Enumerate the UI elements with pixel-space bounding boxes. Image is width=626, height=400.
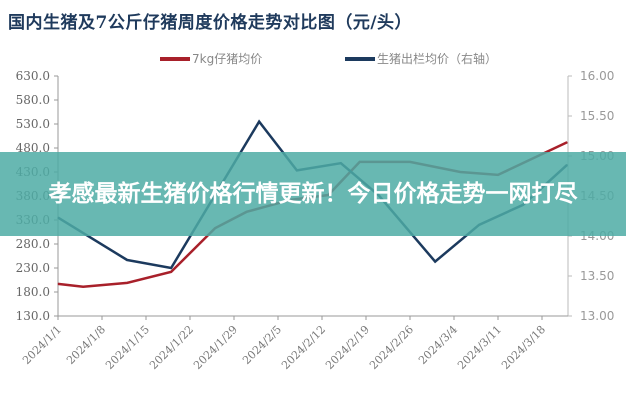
x-tick-label: 2024/2/5	[240, 323, 284, 367]
y-right-tick-label: 13.50	[580, 269, 614, 283]
y-left-tick-label: 580.0	[16, 93, 50, 107]
legend-label: 7kg仔猪均价	[192, 52, 262, 66]
x-tick-label: 2024/3/4	[416, 323, 460, 367]
data-point	[170, 267, 172, 269]
x-tick-label: 2024/3/11	[455, 323, 504, 372]
data-point	[126, 259, 128, 261]
y-left-tick-label: 480.0	[16, 141, 50, 155]
data-point	[258, 121, 260, 123]
data-point	[566, 141, 568, 143]
x-tick-label: 2024/2/12	[279, 323, 328, 372]
y-right-tick-label: 13.00	[580, 309, 614, 323]
y-left-tick-label: 530.0	[16, 117, 50, 131]
headline-text: 孝感最新生猪价格行情更新！今日价格走势一网打尽	[48, 181, 578, 207]
data-point	[434, 261, 436, 263]
headline-banner: 孝感最新生猪价格行情更新！今日价格走势一网打尽	[0, 152, 626, 236]
data-point	[170, 271, 172, 273]
x-tick-label: 2024/2/26	[367, 323, 416, 372]
x-tick-label: 2024/2/19	[323, 323, 372, 372]
y-left-tick-label: 280.0	[16, 237, 50, 251]
legend-label: 生猪出栏均价（右轴）	[377, 51, 497, 66]
x-tick-label: 2024/1/29	[191, 323, 240, 372]
x-tick-label: 2024/1/15	[103, 323, 152, 372]
y-left-tick-label: 130.0	[16, 309, 50, 323]
y-left-tick-label: 630.0	[16, 69, 50, 83]
y-right-tick-label: 15.50	[580, 109, 614, 123]
chart-title: 国内生猪及7公斤仔猪周度价格走势对比图（元/头）	[8, 13, 413, 33]
x-tick-label: 2024/3/18	[499, 323, 548, 372]
y-right-tick-label: 16.00	[580, 69, 614, 83]
x-tick-label: 2024/1/1	[20, 323, 64, 367]
data-point	[57, 283, 59, 285]
y-left-tick-label: 230.0	[16, 261, 50, 275]
x-tick-label: 2024/1/8	[64, 323, 108, 367]
y-left-tick-label: 180.0	[16, 285, 50, 299]
data-point	[82, 286, 84, 288]
data-point	[126, 282, 128, 284]
x-tick-label: 2024/1/22	[147, 323, 196, 372]
